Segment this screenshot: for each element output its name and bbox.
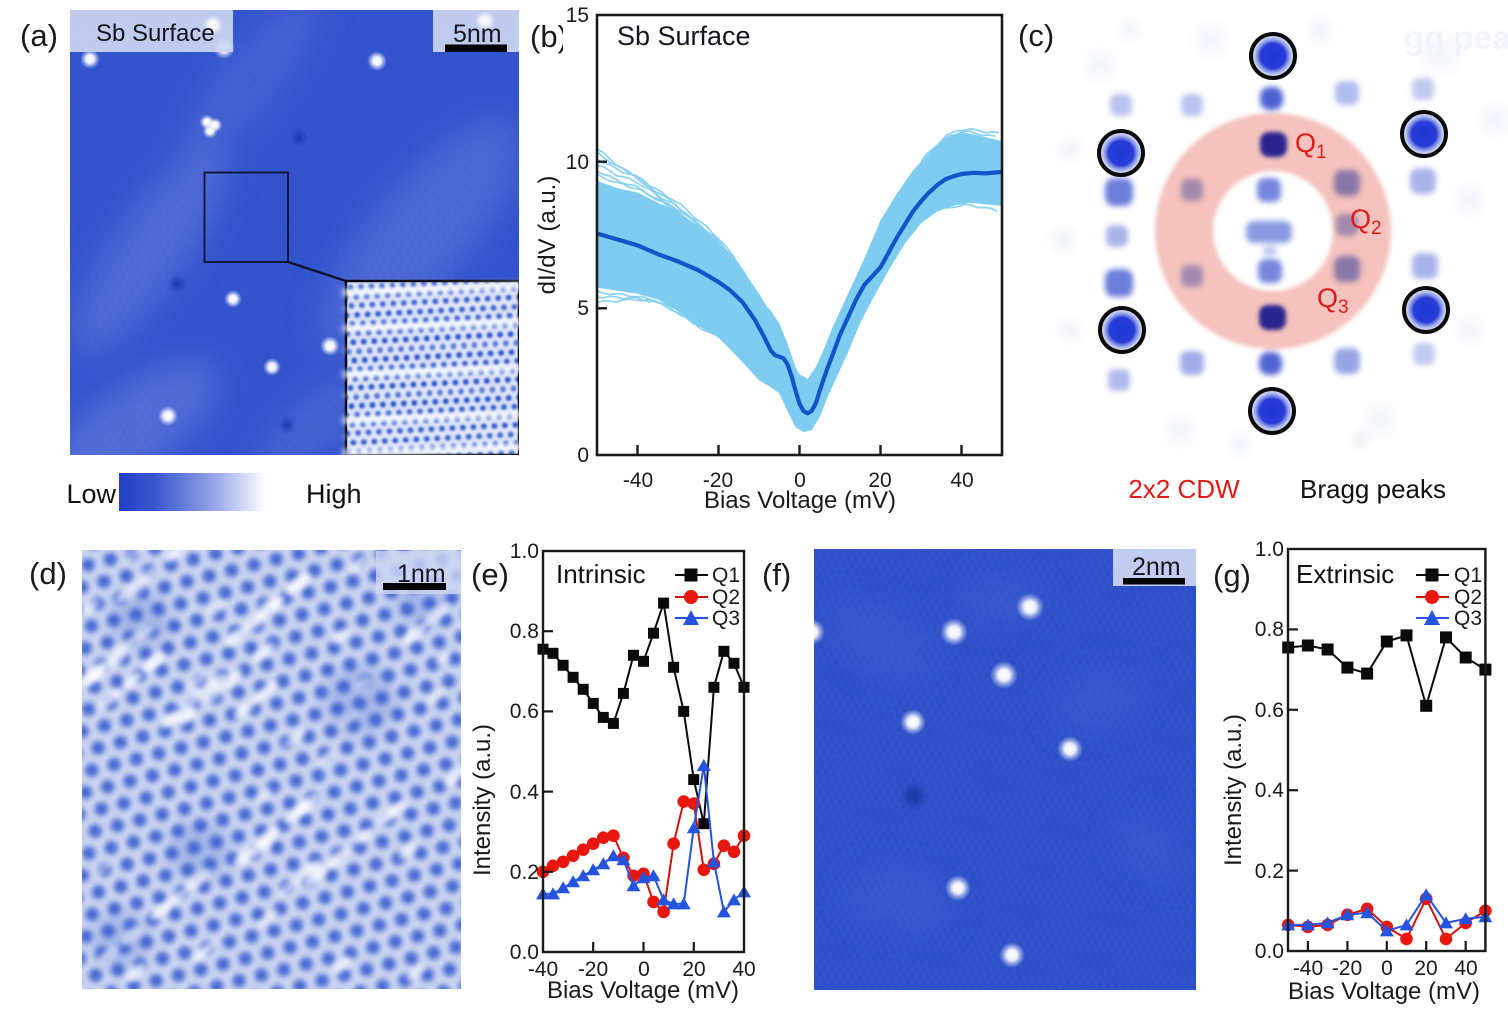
- svg-text:0: 0: [794, 469, 806, 492]
- svg-text:0.4: 0.4: [510, 781, 540, 804]
- svg-text:Q1: Q1: [712, 564, 740, 587]
- svg-text:40: 40: [950, 469, 973, 492]
- svg-text:Intrinsic: Intrinsic: [556, 559, 646, 589]
- svg-text:(e): (e): [471, 557, 509, 592]
- svg-text:0: 0: [1381, 957, 1393, 980]
- svg-text:Sb Surface: Sb Surface: [96, 20, 215, 47]
- svg-text:10: 10: [566, 151, 589, 174]
- svg-text:40: 40: [732, 958, 755, 981]
- svg-text:Bias Voltage (mV): Bias Voltage (mV): [547, 977, 739, 1004]
- svg-text:-40: -40: [528, 958, 558, 981]
- svg-text:-20: -20: [1332, 957, 1362, 980]
- svg-text:20: 20: [682, 958, 705, 981]
- svg-text:gg pea: gg pea: [1404, 19, 1508, 56]
- svg-text:(c): (c): [1018, 18, 1054, 53]
- svg-text:20: 20: [1414, 957, 1437, 980]
- svg-text:1nm: 1nm: [397, 560, 446, 588]
- svg-text:Q2: Q2: [712, 586, 740, 609]
- svg-text:Bragg peaks: Bragg peaks: [1300, 474, 1446, 504]
- svg-text:Intensity (a.u.): Intensity (a.u.): [1220, 714, 1247, 866]
- svg-text:1.0: 1.0: [1255, 538, 1284, 561]
- svg-text:Q3: Q3: [1454, 607, 1482, 630]
- svg-text:Q2: Q2: [1454, 586, 1482, 609]
- svg-text:0.2: 0.2: [1255, 860, 1284, 883]
- svg-text:Bias Voltage (mV): Bias Voltage (mV): [1288, 978, 1480, 1005]
- svg-text:-40: -40: [623, 469, 653, 492]
- svg-text:High: High: [306, 479, 362, 509]
- svg-text:Intensity (a.u.): Intensity (a.u.): [469, 724, 496, 876]
- svg-text:Low: Low: [66, 479, 116, 509]
- svg-text:0.4: 0.4: [1255, 779, 1285, 802]
- svg-text:Extrinsic: Extrinsic: [1296, 559, 1394, 589]
- svg-text:(a): (a): [20, 18, 58, 53]
- svg-text:0.8: 0.8: [510, 620, 539, 643]
- svg-text:20: 20: [868, 469, 891, 492]
- svg-text:5nm: 5nm: [453, 20, 502, 48]
- svg-text:0.2: 0.2: [510, 861, 539, 884]
- svg-text:0: 0: [577, 444, 589, 467]
- svg-text:Q3: Q3: [712, 607, 740, 630]
- svg-text:-20: -20: [703, 469, 733, 492]
- svg-text:0.0: 0.0: [1255, 940, 1284, 963]
- svg-text:-20: -20: [578, 958, 608, 981]
- svg-text:Sb Surface: Sb Surface: [617, 21, 751, 51]
- svg-text:0.0: 0.0: [510, 941, 539, 964]
- svg-text:0.6: 0.6: [1255, 699, 1284, 722]
- svg-text:15: 15: [566, 4, 589, 27]
- svg-text:(g): (g): [1213, 558, 1251, 593]
- svg-text:0: 0: [638, 958, 650, 981]
- svg-text:2nm: 2nm: [1132, 553, 1181, 581]
- svg-text:-40: -40: [1293, 957, 1323, 980]
- svg-text:Q1: Q1: [1454, 564, 1482, 587]
- svg-text:40: 40: [1454, 957, 1477, 980]
- svg-text:Bias Voltage (mV): Bias Voltage (mV): [704, 487, 896, 514]
- svg-text:5: 5: [577, 297, 589, 320]
- svg-text:(f): (f): [762, 557, 791, 592]
- svg-text:0.8: 0.8: [1255, 618, 1284, 641]
- svg-text:0.6: 0.6: [510, 700, 539, 723]
- svg-text:dI/dV (a.u.): dI/dV (a.u.): [534, 176, 561, 295]
- svg-text:(b): (b): [530, 19, 568, 54]
- svg-text:2x2 CDW: 2x2 CDW: [1128, 474, 1240, 504]
- svg-text:1.0: 1.0: [510, 540, 539, 563]
- svg-text:(d): (d): [29, 556, 67, 591]
